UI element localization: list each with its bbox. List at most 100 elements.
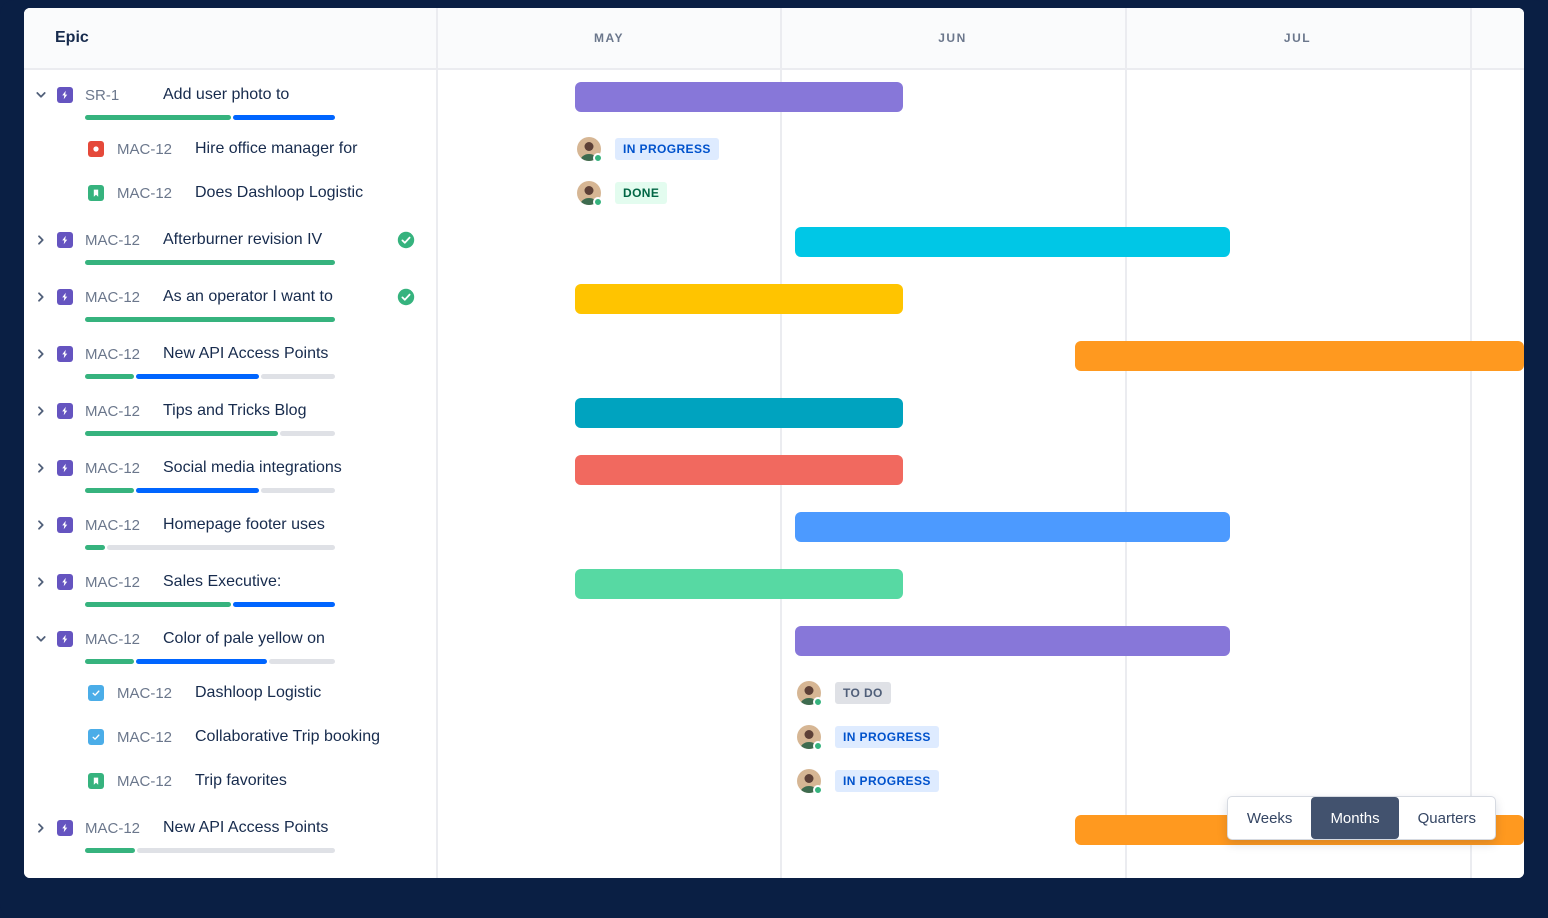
epic-progress-bar: [85, 545, 335, 550]
timeline-row: IN PROGRESS: [438, 127, 1524, 171]
epic-row-line: MAC-12 New API Access Points: [24, 342, 436, 366]
issue-key: MAC-12: [85, 630, 141, 648]
assignee-avatar[interactable]: [577, 137, 603, 163]
progress-segment: [106, 545, 335, 550]
progress-segment: [85, 115, 232, 120]
collapse-chevron-icon[interactable]: [33, 631, 49, 647]
epic-column: Epic SR-1 Add user photo to MAC-12 Hire off…: [24, 8, 438, 878]
view-weeks-button[interactable]: Weeks: [1228, 797, 1312, 839]
child-issue-row[interactable]: MAC-12 Dashloop Logistic: [24, 671, 436, 715]
expand-chevron-icon[interactable]: [33, 346, 49, 362]
completed-check-icon: [397, 288, 415, 306]
progress-segment: [85, 602, 232, 607]
issue-title: Dashloop Logistic: [195, 684, 322, 701]
epic-row[interactable]: MAC-12 New API Access Points: [24, 329, 436, 386]
progress-segment: [261, 374, 335, 379]
timeline-row: IN PROGRESS: [438, 759, 1524, 803]
issue-key: MAC-12: [85, 819, 141, 837]
epic-row[interactable]: MAC-12 Tips and Tricks Blog: [24, 386, 436, 443]
online-presence-dot: [813, 741, 823, 751]
epic-row-line: SR-1 Add user photo to: [24, 83, 436, 107]
story-icon: [88, 185, 104, 201]
epic-schedule-bar[interactable]: [575, 569, 903, 599]
status-lozenge: TO DO: [835, 682, 891, 704]
timeline-row: [438, 614, 1524, 671]
issue-key: MAC-12: [85, 402, 141, 420]
epic-progress-bar: [85, 260, 335, 265]
timeline-row: DONE: [438, 171, 1524, 215]
expand-chevron-icon[interactable]: [33, 517, 49, 533]
view-months-button[interactable]: Months: [1311, 797, 1399, 839]
epic-schedule-bar[interactable]: [1075, 341, 1524, 371]
epic-schedule-bar[interactable]: [795, 227, 1230, 257]
epic-schedule-bar[interactable]: [575, 82, 903, 112]
epic-row[interactable]: MAC-12 As an operator I want to: [24, 272, 436, 329]
epic-icon: [57, 460, 73, 476]
epic-row[interactable]: MAC-12 Social media integrations: [24, 443, 436, 500]
issue-key: MAC-12: [85, 573, 141, 591]
epic-row[interactable]: SR-1 Add user photo to: [24, 70, 436, 127]
epic-row-line: MAC-12 Homepage footer uses: [24, 513, 436, 537]
epic-row[interactable]: MAC-12 New API Access Points: [24, 803, 436, 860]
expand-chevron-icon[interactable]: [33, 232, 49, 248]
issue-key: MAC-12: [85, 231, 141, 249]
expand-chevron-icon[interactable]: [33, 289, 49, 305]
epic-schedule-bar[interactable]: [575, 455, 903, 485]
epic-icon: [57, 87, 73, 103]
epic-row-line: MAC-12 Sales Executive:: [24, 570, 436, 594]
epic-schedule-bar[interactable]: [795, 512, 1230, 542]
view-quarters-button[interactable]: Quarters: [1399, 797, 1495, 839]
child-issue-row[interactable]: MAC-12 Hire office manager for: [24, 127, 436, 171]
progress-segment: [233, 115, 335, 120]
month-header-label: JUL: [1283, 31, 1312, 45]
child-issue-row[interactable]: MAC-12 Collaborative Trip booking: [24, 715, 436, 759]
epic-icon: [57, 517, 73, 533]
progress-segment: [85, 317, 335, 322]
progress-segment: [136, 374, 260, 379]
roadmap-panel: Epic SR-1 Add user photo to MAC-12 Hire off…: [24, 8, 1524, 878]
epic-row[interactable]: MAC-12 Afterburner revision IV: [24, 215, 436, 272]
issue-title: Trip favorites: [195, 772, 287, 789]
epic-row[interactable]: MAC-12 Sales Executive:: [24, 557, 436, 614]
expand-chevron-icon[interactable]: [33, 574, 49, 590]
collapse-chevron-icon[interactable]: [33, 87, 49, 103]
epic-progress-bar: [85, 488, 335, 493]
status-lozenge: IN PROGRESS: [615, 138, 719, 160]
issue-title: Color of pale yellow on: [163, 630, 325, 647]
expand-chevron-icon[interactable]: [33, 403, 49, 419]
task-icon: [88, 729, 104, 745]
assignee-avatar[interactable]: [797, 769, 823, 795]
epic-icon: [57, 631, 73, 647]
progress-segment: [136, 488, 260, 493]
timeline-row: [438, 329, 1524, 386]
child-issue-row[interactable]: MAC-12 Does Dashloop Logistic: [24, 171, 436, 215]
issue-status-group: IN PROGRESS: [797, 759, 939, 803]
epic-schedule-bar[interactable]: [575, 398, 903, 428]
issue-key: MAC-12: [117, 184, 173, 202]
epic-schedule-bar[interactable]: [795, 626, 1230, 656]
expand-chevron-icon[interactable]: [33, 820, 49, 836]
online-presence-dot: [593, 153, 603, 163]
issue-title: New API Access Points: [163, 819, 329, 836]
assignee-avatar[interactable]: [797, 725, 823, 751]
issue-title: Does Dashloop Logistic: [195, 184, 364, 201]
assignee-avatar[interactable]: [577, 181, 603, 207]
child-issue-row[interactable]: MAC-12 Trip favorites: [24, 759, 436, 803]
expand-chevron-icon[interactable]: [33, 460, 49, 476]
progress-segment: [85, 848, 135, 853]
issue-key: MAC-12: [85, 345, 141, 363]
progress-segment: [233, 602, 335, 607]
epic-row[interactable]: MAC-12 Color of pale yellow on: [24, 614, 436, 671]
assignee-avatar[interactable]: [797, 681, 823, 707]
timeline-row: [438, 272, 1524, 329]
issue-title: Afterburner revision IV: [163, 231, 323, 248]
bug-icon: [88, 141, 104, 157]
epic-schedule-bar[interactable]: [575, 284, 903, 314]
timeline-rows: IN PROGRESS DONE TO DO IN PROGRESS IN PROGRE…: [438, 70, 1524, 860]
month-header-label: JUN: [938, 31, 967, 45]
timeline-row: [438, 386, 1524, 443]
status-lozenge: IN PROGRESS: [835, 770, 939, 792]
issue-key: SR-1: [85, 86, 120, 104]
epic-row[interactable]: MAC-12 Homepage footer uses: [24, 500, 436, 557]
timeline-row: IN PROGRESS: [438, 715, 1524, 759]
